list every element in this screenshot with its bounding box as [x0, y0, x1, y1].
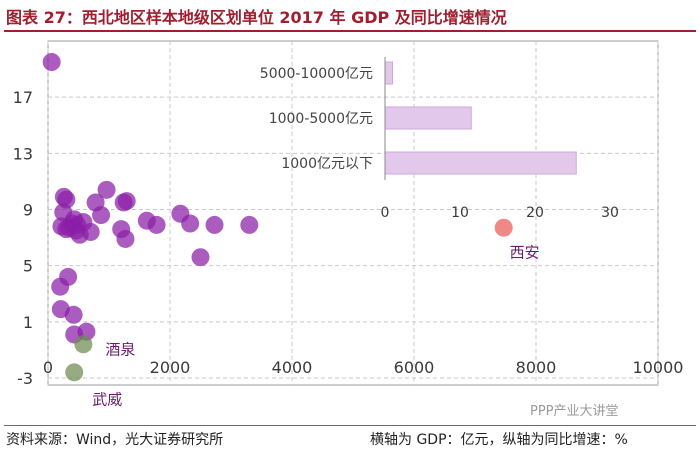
scatter-point	[74, 335, 93, 354]
scatter-point	[116, 229, 135, 248]
x-tick-label: 10000	[633, 358, 684, 377]
inset-bar	[384, 151, 577, 175]
inset-tick-label: 0	[381, 205, 390, 221]
inset-category-label: 1000-5000亿元	[269, 111, 373, 127]
grid-lines	[47, 41, 659, 385]
scatter-points	[42, 53, 513, 382]
inset-bar	[384, 106, 472, 130]
y-tick-label: 17	[13, 88, 33, 107]
x-tick-label: 2000	[150, 358, 191, 377]
inset-tick-label: 10	[451, 205, 469, 221]
scatter-point	[191, 248, 210, 267]
y-tick-label: 1	[23, 313, 33, 332]
x-tick-label: 4000	[272, 358, 313, 377]
footer-rule	[4, 425, 696, 426]
x-tick-label: 8000	[516, 358, 557, 377]
scatter-point	[147, 215, 166, 234]
x-tick-label: 0	[43, 358, 53, 377]
axis-unit-note: 横轴为 GDP：亿元，纵轴为同比增速：%	[370, 432, 628, 448]
scatter-point	[64, 305, 83, 324]
plot-area	[47, 40, 659, 386]
axis-ticks: -3 1 5 9 13 17 0 2000 4000 6000 8000 10000	[13, 88, 684, 388]
city-label: 西安	[510, 244, 540, 262]
scatter-point	[51, 277, 70, 296]
y-tick-label: -3	[17, 369, 33, 388]
title-rule	[4, 30, 696, 32]
inset-tick-label: 20	[526, 205, 544, 221]
scatter-point	[81, 222, 100, 241]
inset-category-label: 5000-10000亿元	[260, 66, 373, 82]
inset-bar-chart: 5000-10000亿元 1000-5000亿元 1000亿元以下 0 10 20 30	[260, 57, 619, 221]
scatter-chart: -3 1 5 9 13 17 0 2000 4000 6000 8000 10000 5000-100…	[13, 40, 684, 409]
y-tick-label: 5	[23, 257, 33, 276]
page-title: 图表 27：西北地区样本地级区划单位 2017 年 GDP 及同比增速情况	[6, 8, 507, 27]
scatter-point	[65, 363, 84, 382]
scatter-point	[97, 180, 116, 199]
inset-category-label: 1000亿元以下	[281, 156, 373, 172]
x-tick-label: 6000	[394, 358, 435, 377]
scatter-point	[181, 214, 200, 233]
city-label: 武威	[92, 390, 122, 408]
scatter-point	[494, 218, 513, 237]
inset-bar	[384, 61, 393, 85]
watermark: PPP产业大讲堂	[530, 404, 619, 419]
scatter-point	[117, 192, 136, 211]
y-tick-label: 13	[13, 144, 33, 163]
scatter-point	[240, 215, 259, 234]
y-tick-label: 9	[23, 200, 33, 219]
source-note: 资料来源：Wind，光大证券研究所	[6, 432, 224, 448]
scatter-point	[205, 215, 224, 234]
city-label: 酒泉	[105, 340, 135, 358]
inset-tick-label: 30	[601, 205, 619, 221]
scatter-point	[92, 206, 111, 225]
scatter-point	[42, 53, 61, 72]
